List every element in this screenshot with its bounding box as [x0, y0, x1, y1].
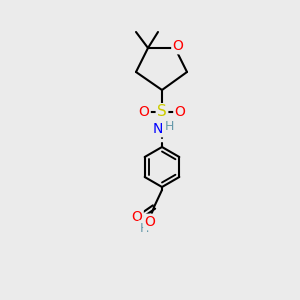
- Text: N: N: [153, 122, 163, 136]
- Text: O: O: [145, 215, 155, 229]
- Text: O: O: [172, 39, 183, 53]
- Text: O: O: [139, 105, 149, 119]
- Text: S: S: [157, 104, 167, 119]
- Text: H: H: [139, 221, 149, 235]
- Text: O: O: [175, 105, 185, 119]
- Text: O: O: [132, 210, 142, 224]
- Text: H: H: [164, 121, 174, 134]
